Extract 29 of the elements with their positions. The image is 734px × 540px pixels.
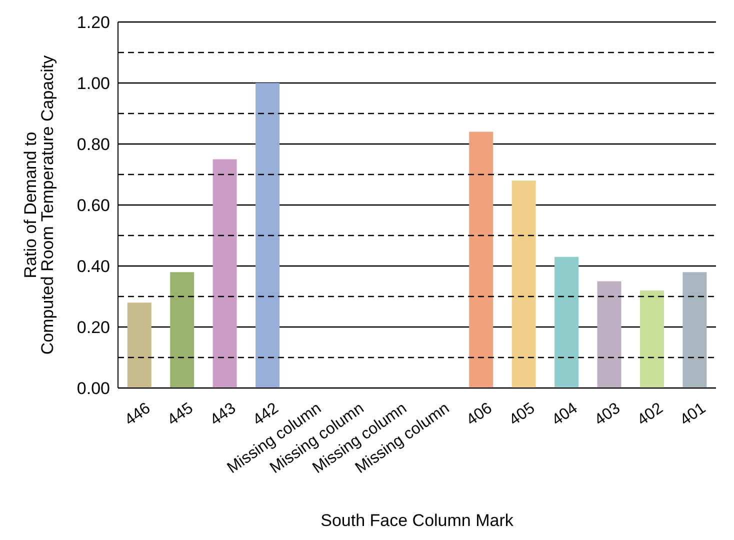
bar [640, 290, 664, 388]
bar [256, 83, 280, 388]
bar [170, 272, 194, 388]
y-tick-label: 1.00 [76, 74, 110, 94]
x-axis-title: South Face Column Mark [320, 511, 514, 530]
y-tick-label: 1.20 [76, 13, 110, 32]
x-tick-label: 442 [250, 400, 282, 430]
x-tick-label: 401 [677, 400, 709, 430]
x-tick-label: 406 [464, 400, 496, 430]
x-tick-label: 446 [122, 400, 154, 430]
x-tick-label: 403 [592, 400, 624, 430]
y-tick-label: 0.80 [76, 135, 110, 154]
x-tick-label: 405 [506, 400, 538, 430]
bar [212, 159, 237, 388]
x-tick-label: 404 [549, 400, 581, 430]
bar [597, 281, 622, 388]
bar [512, 180, 536, 388]
y-tick-label: 0.60 [76, 196, 110, 216]
bar [127, 302, 152, 388]
bar [554, 256, 579, 388]
x-tick-label: 445 [164, 400, 196, 430]
y-tick-label: 0.00 [76, 379, 110, 398]
bar [682, 272, 707, 388]
y-tick-label: 0.20 [76, 318, 110, 338]
x-tick-label: 402 [634, 400, 666, 430]
y-tick-label: 0.40 [76, 257, 110, 276]
bar [469, 132, 494, 388]
x-tick-label: 443 [207, 400, 240, 430]
y-axis-title: Ratio of Demand to Computed Room Temperature Capacity [21, 54, 57, 355]
